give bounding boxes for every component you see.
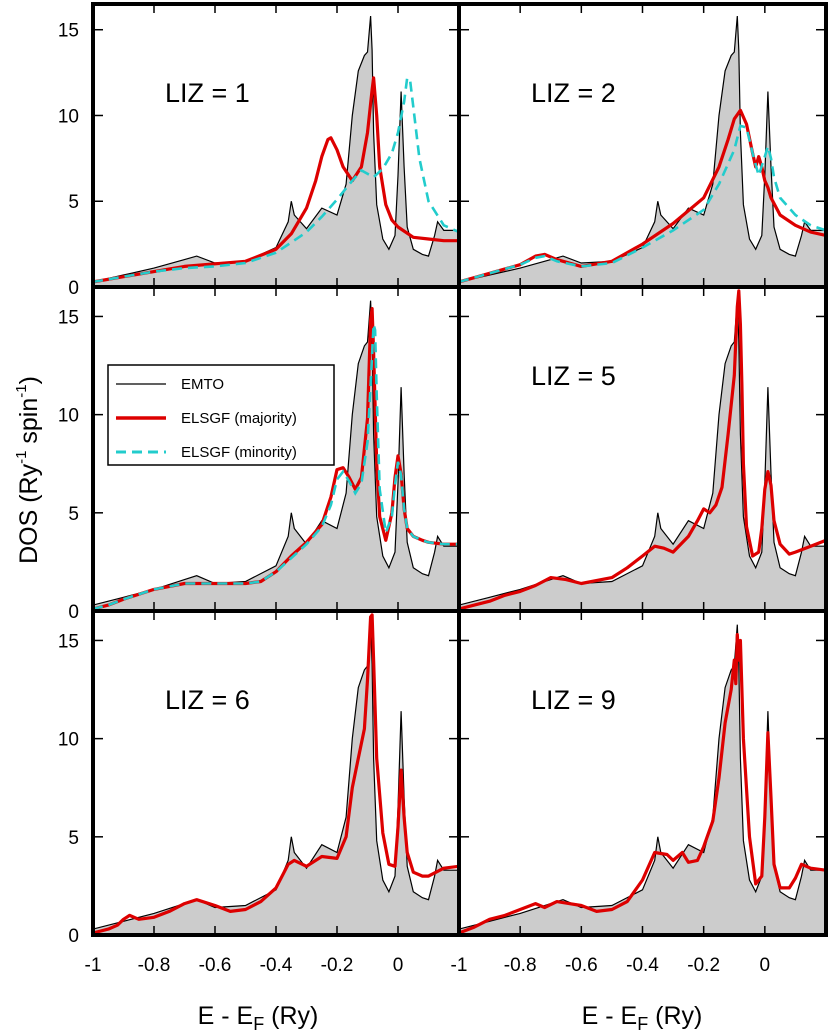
x-tick-label: 0 — [393, 955, 404, 976]
x-tick-label: -0.8 — [138, 955, 171, 976]
y-axis-title: DOS (Ry-1 spin-1) — [13, 376, 43, 564]
y-tick-label: 10 — [58, 406, 79, 427]
emto-fill-area — [459, 624, 826, 935]
panel-plot-area — [93, 15, 459, 287]
x-tick-label: -0.2 — [687, 955, 720, 976]
panel-plot-area — [93, 300, 459, 611]
legend-label-majority: ELSGF (majority) — [181, 410, 297, 427]
panel-5: 0 5 10 15 -1 -0.8 -0.6 -0.4 -0.2 0 LIZ = 6 — [58, 609, 461, 976]
y-tick-label: 0 — [68, 602, 79, 623]
panel-label: LIZ = 9 — [531, 685, 616, 715]
legend: EMTO ELSGF (majority) ELSGF (minority) — [107, 364, 335, 466]
panel-2: LIZ = 2 — [457, 2, 828, 289]
x-tick-label: -1 — [451, 955, 468, 976]
panel-plot-area — [93, 613, 459, 935]
panel-label: LIZ = 2 — [531, 78, 616, 108]
x-tick-label: -0.6 — [199, 955, 232, 976]
x-axis-title-right: E - EF (Ry) — [582, 1002, 703, 1031]
panel-plot-area — [459, 624, 826, 935]
emto-fill-area — [459, 16, 826, 287]
emto-fill-area — [93, 16, 459, 287]
y-tick-label: 15 — [58, 307, 79, 328]
y-tick-label: 5 — [68, 828, 79, 849]
legend-box — [107, 364, 335, 466]
y-tick-label: 15 — [58, 21, 79, 42]
y-tick-label: 0 — [68, 278, 79, 299]
series-line-minority — [459, 124, 826, 284]
panel-label: LIZ = 1 — [165, 78, 250, 108]
series-line-majority — [459, 289, 826, 611]
x-tick-label: -0.4 — [260, 955, 293, 976]
panel-4: LIZ = 5 — [457, 285, 828, 613]
legend-label-minority: ELSGF (minority) — [181, 444, 297, 461]
y-tick-label: 5 — [68, 504, 79, 525]
series-line-minority — [93, 323, 459, 611]
series-line-majority — [459, 108, 826, 284]
x-tick-label: -0.8 — [504, 955, 537, 976]
series-line-minority — [93, 74, 459, 284]
panel-plot-area — [459, 15, 826, 287]
legend-label-emto: EMTO — [181, 376, 224, 393]
x-tick-label: -0.4 — [626, 955, 659, 976]
panel-6: -1 -0.8 -0.6 -0.4 -0.2 0 LIZ = 9 — [451, 609, 828, 976]
series-line-majority — [93, 76, 459, 284]
panel-label: LIZ = 5 — [531, 361, 616, 391]
panel-plot-area — [459, 289, 826, 611]
x-tick-label: -0.2 — [321, 955, 354, 976]
series-line-majority — [93, 613, 459, 935]
panel-1: 0 5 10 15 LIZ = 1 — [58, 2, 461, 299]
y-tick-label: 0 — [68, 926, 79, 947]
x-tick-label: 0 — [760, 955, 771, 976]
y-tick-label: 10 — [58, 106, 79, 127]
series-line-majority — [459, 633, 826, 935]
x-tick-label: -0.6 — [565, 955, 598, 976]
series-line-emto — [93, 300, 459, 606]
x-tick-label: -1 — [85, 955, 102, 976]
y-tick-label: 10 — [58, 730, 79, 751]
y-tick-label: 5 — [68, 192, 79, 213]
panel-label: LIZ = 6 — [165, 685, 250, 715]
x-axis-title-left: E - EF (Ry) — [198, 1002, 319, 1031]
y-tick-label: 15 — [58, 631, 79, 652]
